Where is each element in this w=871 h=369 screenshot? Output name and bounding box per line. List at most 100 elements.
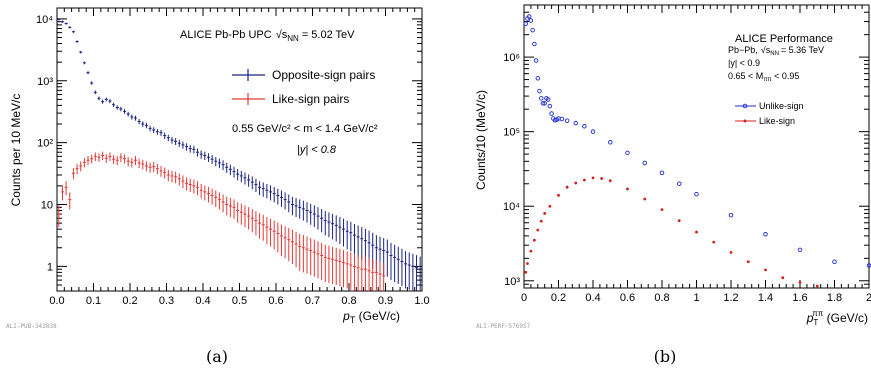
data-point (130, 158, 134, 168)
data-point (152, 162, 156, 173)
data-point (221, 160, 225, 170)
data-point (68, 192, 72, 210)
data-point (418, 256, 422, 291)
data-point (239, 203, 243, 225)
chart-header: ALICE Performance (735, 33, 833, 45)
data-point (298, 199, 302, 219)
x-tick-label: 0.7 (305, 295, 320, 307)
y-axis-label: Counts/10 (MeV/c) (474, 90, 488, 190)
data-point (342, 249, 346, 288)
series-1 (57, 151, 386, 291)
data-point (316, 241, 320, 279)
data-point (287, 227, 291, 262)
data-point (115, 156, 119, 166)
data-point (239, 170, 243, 183)
data-point (97, 96, 101, 101)
data-point (626, 187, 629, 191)
data-point (119, 153, 123, 162)
data-point (265, 183, 269, 199)
data-point (290, 196, 294, 216)
data-point (272, 220, 276, 250)
panel-b: 10³ 10⁴ 10⁵ 10⁶ 0 0.2 0.4 0.6 0.8 1 1.2 1.4 1.6 1.8 2… (474, 4, 871, 366)
x-axis-label: pTππ (GeV/c) (806, 309, 868, 327)
data-point (123, 109, 127, 114)
data-point (327, 245, 331, 283)
data-point (625, 150, 630, 156)
data-point (305, 236, 309, 274)
data-point (86, 71, 90, 75)
data-point (192, 145, 196, 154)
data-point (608, 140, 613, 145)
data-point (374, 259, 378, 291)
x-tick-label: 0.9 (378, 295, 393, 307)
data-point (243, 205, 247, 228)
data-point (400, 248, 404, 287)
data-point (338, 216, 342, 244)
y-tick-label: 10⁶ (503, 52, 520, 64)
data-point (352, 253, 356, 291)
x-tick-label: 0.8 (341, 295, 356, 307)
data-point (582, 178, 586, 182)
x-tick-label: 0.2 (122, 295, 137, 307)
data-point (250, 209, 254, 233)
data-point (130, 114, 134, 120)
data-point (643, 197, 647, 201)
data-point (177, 139, 181, 147)
data-point (312, 239, 316, 277)
data-point (57, 205, 61, 228)
y-tick-label: 10⁵ (503, 127, 520, 139)
data-point (181, 141, 185, 149)
data-point (345, 251, 349, 289)
data-point (199, 183, 203, 199)
data-point (533, 58, 539, 63)
data-point (206, 186, 210, 203)
data-point (283, 226, 287, 259)
y-tick-label: 1 (47, 261, 53, 273)
x-tick-label: 1.6 (792, 292, 807, 304)
y-tick-label: 10⁴ (36, 14, 53, 26)
data-point (548, 204, 552, 208)
data-point (677, 181, 682, 187)
data-point (301, 235, 305, 273)
data-point (276, 188, 280, 205)
y-tick-label: 10⁴ (503, 201, 520, 213)
data-point (349, 221, 353, 252)
data-point (247, 174, 251, 187)
data-point (532, 41, 537, 47)
data-point (728, 212, 734, 218)
data-point (82, 158, 86, 168)
data-point (119, 106, 123, 112)
data-point (360, 227, 364, 260)
data-point (363, 256, 367, 291)
data-point (57, 18, 61, 21)
data-point (542, 101, 547, 106)
data-point (199, 150, 203, 159)
data-point (192, 179, 196, 194)
data-point (411, 253, 415, 291)
panel-caption: (b) (654, 347, 677, 366)
data-point (115, 105, 119, 110)
data-point (526, 262, 529, 265)
data-point (258, 181, 262, 196)
data-point (250, 176, 254, 190)
x-tick-label: 1.8 (827, 292, 842, 304)
data-point (320, 242, 324, 281)
data-point (334, 247, 338, 286)
data-point (214, 157, 218, 167)
data-point (155, 163, 159, 175)
data-point (298, 233, 302, 271)
data-point (279, 224, 283, 256)
legend-label-like: Like-sign (759, 116, 795, 126)
data-point (382, 263, 386, 291)
data-point (144, 122, 148, 129)
data-point (535, 76, 541, 81)
x-tick-label: 2 (866, 292, 871, 304)
data-point (407, 252, 411, 290)
panel-a: 1 10 10² 10³ 10⁴ 0.0 0.1 0.2 0.3 0.4 0.5 0.6 0.7 0.8… (6, 7, 430, 366)
data-point (232, 166, 236, 178)
data-point (276, 222, 280, 253)
data-point (170, 136, 174, 144)
data-point (188, 178, 192, 193)
data-point (600, 177, 604, 180)
